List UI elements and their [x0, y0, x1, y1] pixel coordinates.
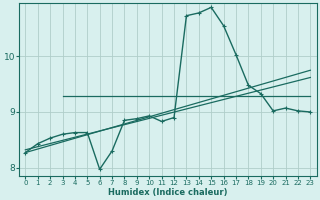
X-axis label: Humidex (Indice chaleur): Humidex (Indice chaleur) — [108, 188, 228, 197]
